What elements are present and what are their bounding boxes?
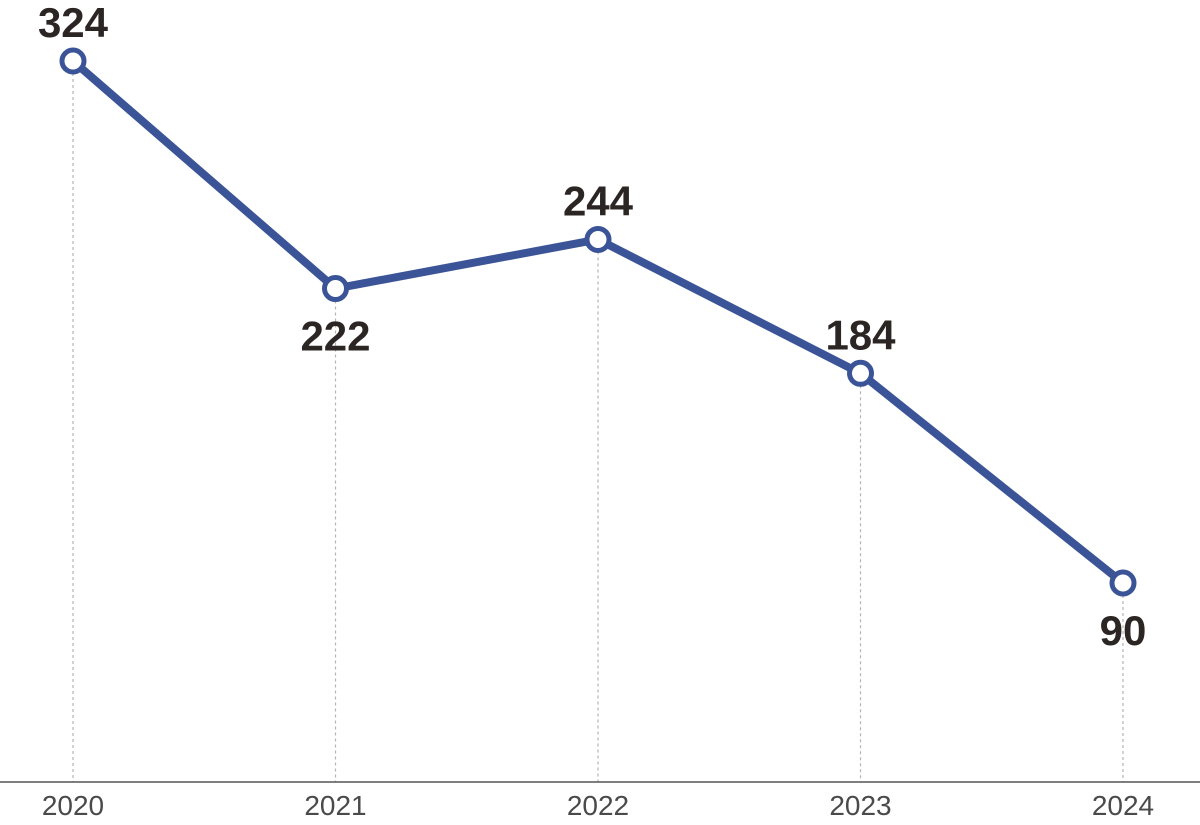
vertical-guides (72, 61, 1124, 782)
data-label: 184 (825, 311, 896, 358)
data-labels: 324 222 244 184 90 (38, 0, 1146, 654)
x-tick-label: 2022 (567, 790, 629, 821)
data-point (847, 359, 874, 387)
data-label: 222 (300, 313, 370, 360)
data-point (1109, 569, 1137, 597)
data-label: 244 (563, 177, 634, 224)
data-point (584, 225, 612, 253)
series-group (59, 47, 1137, 597)
x-tick-label: 2020 (42, 790, 104, 821)
data-label: 324 (38, 0, 109, 46)
x-tick-label: 2023 (829, 790, 891, 821)
x-axis-tick-labels: 2020 2021 2022 2023 2024 (42, 790, 1154, 821)
data-point (322, 275, 349, 303)
x-tick-label: 2021 (304, 790, 366, 821)
x-tick-label: 2024 (1092, 790, 1154, 821)
data-label: 90 (1100, 607, 1147, 654)
data-point (59, 47, 87, 75)
